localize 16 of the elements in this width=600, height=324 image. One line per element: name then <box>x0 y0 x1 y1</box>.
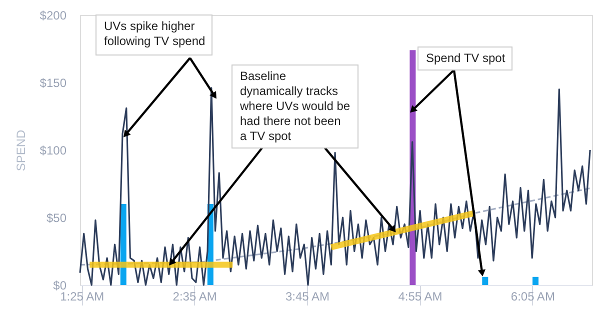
y-tick-label: $200 <box>40 8 67 22</box>
line-series <box>79 87 591 286</box>
x-tick-label: 4:55 AM <box>398 290 442 304</box>
x-tick-label: 3:45 AM <box>286 290 330 304</box>
y-axis-title: SPEND <box>14 129 28 172</box>
annotation: Spend TV spot <box>426 51 506 65</box>
y-tick-label: $150 <box>40 76 67 90</box>
y-tick-label: $0 <box>53 278 67 292</box>
x-tick-label: 1:25 AM <box>60 290 104 304</box>
annotation: Baseline dynamically tracks where UVs would be had there not been a TV spot <box>239 69 350 143</box>
x-tick-label: 6:05 AM <box>510 290 555 304</box>
bar <box>532 276 538 285</box>
x-tick-label: 2:35 AM <box>172 290 217 304</box>
y-tick-label: $50 <box>46 211 67 225</box>
y-tick-label: $100 <box>40 144 67 158</box>
annotation: UVs spike higher following TV spend <box>104 19 206 48</box>
